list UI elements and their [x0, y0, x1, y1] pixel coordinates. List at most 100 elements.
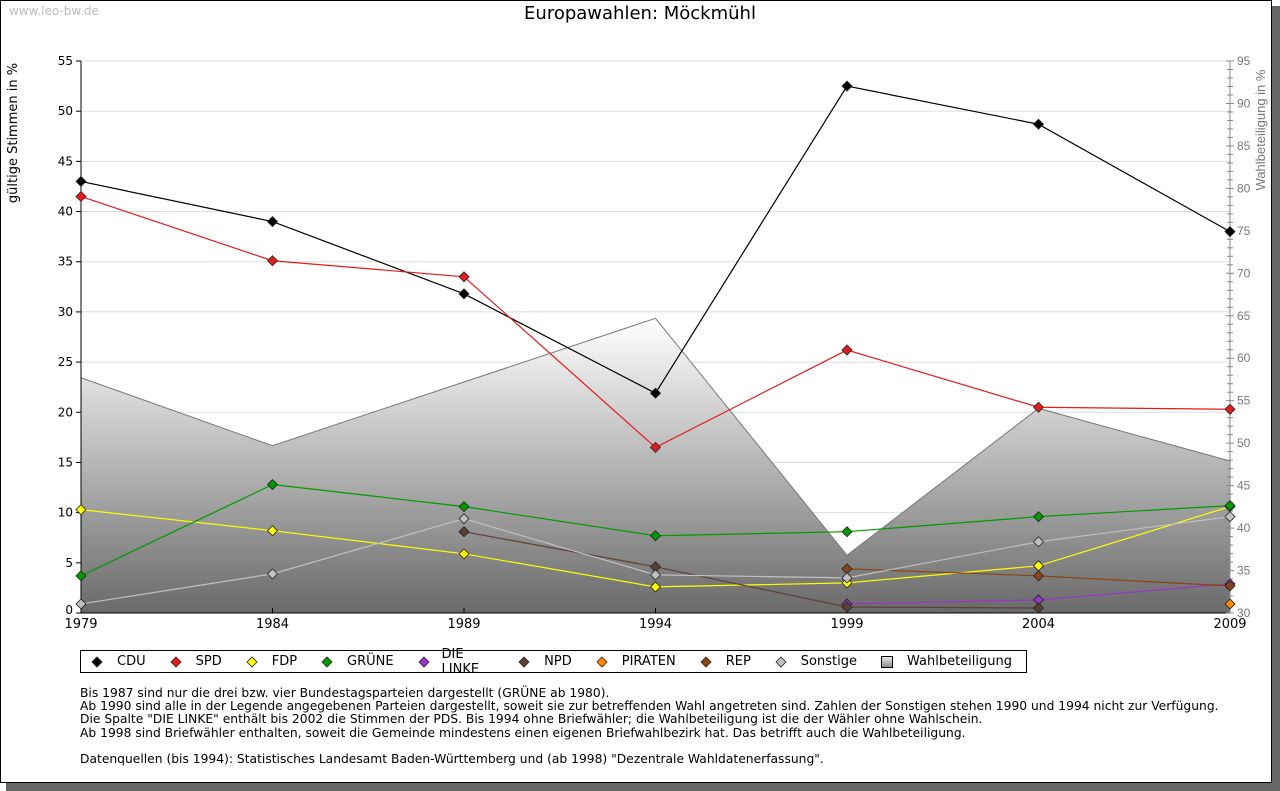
- data-point-cdu: [75, 175, 87, 188]
- y-tick-label: 30: [58, 305, 73, 319]
- data-point-cdu: [649, 387, 662, 399]
- diamond-icon: [321, 655, 333, 668]
- notes: Bis 1987 sind nur die drei bzw. vier Bun…: [80, 686, 1219, 766]
- series-markers: [75, 80, 1236, 614]
- data-point-gr-ne: [75, 570, 87, 582]
- y2-tick-label: 75: [1237, 224, 1251, 238]
- diamond-icon: [170, 655, 182, 668]
- diamond-icon: [596, 655, 608, 668]
- data-point-spd: [458, 271, 470, 283]
- x-tick-label: 1994: [639, 617, 672, 632]
- y-tick-label: 5: [65, 556, 73, 570]
- data-point-sonstige: [649, 569, 662, 581]
- data-point-sonstige: [841, 572, 853, 584]
- legend-label: Wahlbeteiligung: [906, 654, 1012, 669]
- data-point-sonstige: [1032, 536, 1045, 548]
- y-tick-label: 0: [65, 603, 73, 617]
- data-point-sonstige: [458, 513, 470, 525]
- legend-label: NPD: [544, 654, 572, 669]
- data-point-spd: [841, 344, 853, 356]
- y2-tick-label: 90: [1237, 96, 1251, 110]
- diamond-icon: [518, 655, 530, 668]
- legend-item: DIE LINKE: [418, 647, 495, 677]
- y2-tick-label: 40: [1237, 521, 1251, 535]
- legend-label: DIE LINKE: [441, 646, 480, 677]
- diamond-icon: [418, 655, 430, 668]
- y2-tick-label: 55: [1237, 394, 1251, 408]
- data-point-npd: [841, 601, 853, 613]
- diamond-icon: [91, 655, 103, 668]
- legend-label: CDU: [117, 654, 146, 669]
- legend-item: GRÜNE: [321, 654, 394, 669]
- watermark: www.leo-bw.de: [9, 4, 99, 18]
- note-line: Bis 1987 sind nur die drei bzw. vier Bun…: [80, 686, 610, 700]
- data-point-npd: [1032, 602, 1045, 614]
- y2-tick-label: 30: [1237, 606, 1251, 620]
- note-line: Die Spalte "DIE LINKE" enthält bis 2002 …: [80, 712, 983, 727]
- legend-item: CDU: [91, 654, 146, 669]
- y-tick-label: 10: [58, 506, 73, 520]
- data-point-cdu: [841, 80, 853, 92]
- y-tick-label: 55: [58, 54, 73, 68]
- legend-item: SPD: [170, 654, 222, 669]
- legend-item: REP: [700, 654, 751, 669]
- x-tick-label: 2004: [1022, 617, 1055, 632]
- legend-item: NPD: [518, 654, 572, 669]
- y2-tick-label: 80: [1237, 181, 1251, 195]
- x-tick-label: 1979: [64, 617, 97, 632]
- data-point-rep: [1224, 580, 1236, 592]
- frame-shadow-right: [1272, 6, 1280, 791]
- y2-tick-label: 50: [1237, 436, 1251, 450]
- frame-shadow-bottom: [6, 783, 1280, 791]
- data-point-cdu: [266, 216, 279, 228]
- data-point-gr-ne: [649, 530, 662, 542]
- y-tick-label: 20: [58, 405, 73, 419]
- legend-label: FDP: [271, 654, 298, 669]
- data-point-sonstige: [75, 598, 87, 610]
- data-point-fdp: [266, 525, 279, 537]
- y-axis-label: gültige Stimmen in %: [6, 63, 21, 203]
- data-point-spd: [1032, 401, 1045, 413]
- y2-tick-label: 60: [1237, 351, 1251, 365]
- data-point-sonstige: [1224, 511, 1236, 523]
- data-point-piraten: [1224, 598, 1236, 610]
- x-tick-label: 1999: [830, 617, 863, 632]
- legend-item: Sonstige: [775, 654, 857, 669]
- data-point-gr-ne: [1224, 500, 1236, 512]
- data-point-fdp: [75, 504, 87, 516]
- square-icon: [880, 655, 893, 668]
- legend-item: Wahlbeteiligung: [880, 654, 1012, 669]
- legend-item: PIRATEN: [596, 654, 676, 669]
- y2-tick-label: 35: [1237, 564, 1251, 578]
- legend-label: REP: [725, 654, 751, 669]
- y-tick-label: 25: [58, 355, 73, 369]
- data-point-npd: [458, 526, 470, 538]
- legend-label: SPD: [195, 654, 222, 669]
- x-tick-label: 1989: [447, 617, 480, 632]
- data-point-gr-ne: [458, 501, 470, 513]
- data-point-spd: [266, 255, 279, 267]
- data-point-gr-ne: [841, 526, 853, 538]
- y2-tick-label: 70: [1237, 266, 1251, 280]
- data-point-gr-ne: [1032, 511, 1045, 523]
- y-tick-label: 45: [58, 154, 73, 168]
- y-tick-label: 40: [58, 205, 73, 219]
- x-tick-label: 2009: [1213, 617, 1246, 632]
- data-point-cdu: [1224, 226, 1236, 238]
- data-point-sonstige: [266, 568, 279, 580]
- y2-tick-label: 45: [1237, 479, 1251, 493]
- legend-label: GRÜNE: [347, 654, 394, 669]
- data-point-spd: [75, 190, 87, 203]
- axes: 0 5 10 15 20 25 30 35 40 45 50 55 1979 1984 1989 1994 19…: [58, 54, 1251, 632]
- y2-tick-label: 85: [1237, 139, 1251, 153]
- legend-item: FDP: [246, 654, 297, 669]
- y2-tick-label: 95: [1237, 54, 1251, 68]
- series-line-npd: [463, 531, 1039, 609]
- data-point-spd: [649, 441, 662, 453]
- y-tick-label: 35: [58, 255, 73, 269]
- data-point-fdp: [649, 581, 662, 593]
- diamond-icon: [700, 655, 712, 668]
- data-point-fdp: [458, 548, 470, 560]
- legend-label: Sonstige: [800, 654, 857, 669]
